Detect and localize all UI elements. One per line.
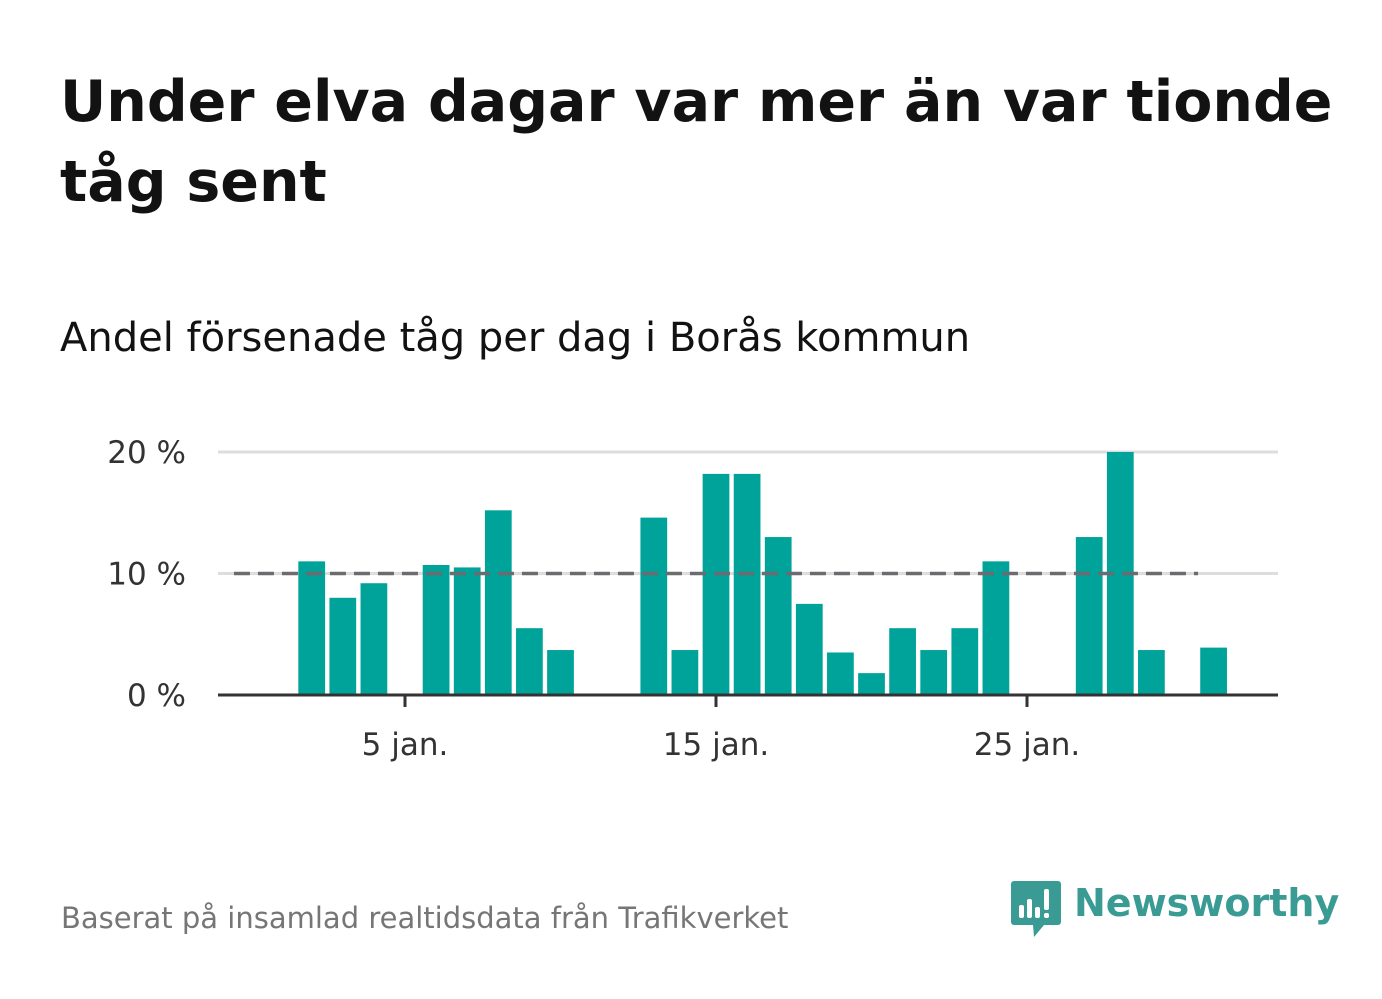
- bar: [640, 517, 668, 695]
- chart-title: Under elva dagar var mer än var tionde t…: [60, 69, 1333, 215]
- bar: [298, 561, 326, 695]
- y-tick-label: 20 %: [107, 435, 186, 471]
- x-tick-label: 25 jan.: [974, 727, 1080, 763]
- bar: [951, 628, 979, 695]
- bar: [795, 603, 823, 695]
- bar: [360, 583, 388, 695]
- bar: [1200, 647, 1227, 695]
- bar: [733, 473, 761, 695]
- bar: [516, 628, 543, 695]
- bar: [671, 650, 699, 695]
- bar: [889, 628, 916, 695]
- bar: [1138, 650, 1165, 695]
- chart-subtitle: Andel försenade tåg per dag i Borås komm…: [60, 315, 971, 361]
- bars: [298, 452, 1227, 695]
- newsworthy-logo[interactable]: Newsworthy: [1010, 879, 1339, 941]
- newsworthy-logo-icon: [1010, 879, 1062, 943]
- bar: [1075, 537, 1103, 695]
- bar: [484, 510, 512, 695]
- bar: [858, 673, 885, 695]
- y-tick-label: 10 %: [107, 557, 186, 593]
- source-note: Baserat på insamlad realtidsdata från Tr…: [61, 901, 789, 935]
- bar: [453, 567, 481, 695]
- bar: [422, 564, 450, 695]
- newsworthy-logo-text: Newsworthy: [1074, 881, 1340, 925]
- bar: [702, 473, 730, 695]
- bar: [827, 652, 854, 695]
- bar: [329, 597, 357, 695]
- bar-chart: 0 % 10 % 20 % 5 jan. 15 jan. 25 jan.: [107, 435, 1278, 763]
- axes: 0 % 10 % 20 % 5 jan. 15 jan. 25 jan.: [107, 435, 1278, 763]
- y-tick-label: 0 %: [127, 678, 186, 714]
- bar: [547, 650, 574, 695]
- bar: [764, 537, 792, 695]
- x-tick-label: 15 jan.: [663, 727, 769, 763]
- bar: [982, 561, 1010, 695]
- x-tick-label: 5 jan.: [362, 727, 449, 763]
- bar: [920, 650, 948, 695]
